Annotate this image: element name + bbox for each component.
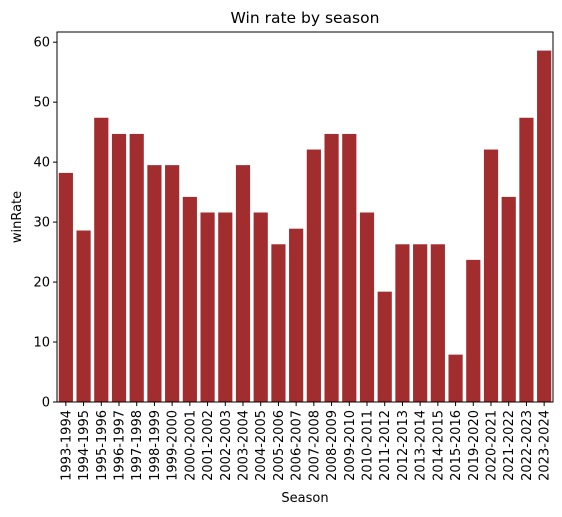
bar-2001-2002 (200, 212, 215, 402)
bar-2007-2008 (306, 149, 321, 402)
x-tick-label: 2020-2021 (485, 410, 500, 481)
x-tick-label: 1998-1999 (148, 410, 163, 481)
x-tick-label: 2013-2014 (414, 410, 429, 481)
y-axis: 0 10 20 30 40 50 60 (33, 36, 57, 411)
x-tick-label: 2022-2023 (520, 410, 535, 481)
x-tick-label: 2010-2011 (361, 410, 376, 481)
x-tick-label: 2014-2015 (431, 410, 446, 481)
bar-2000-2001 (182, 196, 197, 402)
bar-2011-2012 (377, 291, 392, 402)
y-tick-label: 40 (33, 156, 50, 171)
plot-frame (56, 31, 554, 403)
bar-2014-2015 (430, 244, 445, 402)
x-tick-label: 2011-2012 (378, 410, 393, 481)
bar-2010-2011 (359, 212, 375, 402)
bar-2009-2010 (342, 133, 357, 403)
x-tick-label: 2007-2008 (307, 410, 322, 481)
bar-1993-1994 (58, 172, 73, 402)
bar-2021-2022 (501, 196, 516, 402)
y-tick-label: 30 (33, 216, 50, 231)
x-axis: 1993-1994 1994-1995 1995-1996 1996-1997 1997… (59, 402, 553, 481)
bar-2004-2005 (253, 212, 268, 402)
bar-2019-2020 (466, 259, 481, 402)
x-tick-label: 1993-1994 (59, 410, 74, 481)
bar-2003-2004 (235, 165, 251, 402)
x-tick-label: 1997-1998 (130, 410, 145, 481)
x-tick-label: 2009-2010 (343, 410, 358, 481)
bar-2012-2013 (395, 244, 410, 402)
x-tick-label: 1999-2000 (166, 410, 181, 481)
y-tick-label: 60 (33, 36, 50, 51)
x-tick-label: 2021-2022 (502, 410, 517, 481)
plot-area (58, 50, 552, 403)
bar-1994-1995 (76, 230, 91, 402)
x-tick-label: 1995-1996 (95, 410, 110, 481)
bar-2020-2021 (483, 149, 499, 402)
y-tick-label: 0 (42, 396, 50, 411)
bar-1996-1997 (111, 133, 127, 403)
x-tick-label: 2001-2002 (201, 410, 216, 481)
x-tick-label: 2023-2024 (538, 410, 553, 481)
bar-2022-2023 (519, 117, 534, 402)
x-tick-label: 1994-1995 (77, 410, 92, 481)
bar-1997-1998 (129, 133, 144, 403)
x-tick-label: 2019-2020 (467, 410, 482, 481)
x-tick-label: 1996-1997 (113, 410, 128, 481)
bar-2015-2016 (448, 354, 463, 402)
bar-2008-2009 (324, 133, 339, 403)
x-tick-label: 2008-2009 (325, 410, 340, 481)
bar-1998-1999 (147, 165, 162, 402)
bar-2023-2024 (537, 50, 552, 402)
y-tick-label: 10 (33, 336, 50, 351)
x-tick-label: 2015-2016 (449, 410, 464, 481)
x-axis-label: Season (281, 491, 328, 506)
bar-1999-2000 (165, 165, 180, 402)
y-axis-label: winRate (10, 191, 25, 243)
x-tick-label: 2012-2013 (396, 410, 411, 481)
bar-1995-1996 (94, 117, 109, 402)
y-tick-label: 50 (33, 96, 50, 111)
x-tick-label: 2006-2007 (290, 410, 305, 481)
x-tick-label: 2004-2005 (254, 410, 269, 481)
y-tick-label: 20 (33, 276, 50, 291)
x-tick-label: 2003-2004 (237, 410, 252, 481)
x-tick-label: 2005-2006 (272, 410, 287, 481)
chart-title: Win rate by season (231, 9, 380, 27)
bar-2005-2006 (271, 244, 286, 402)
bar-2002-2003 (218, 212, 233, 402)
bar-2006-2007 (289, 228, 304, 402)
bar-2013-2014 (413, 244, 428, 402)
x-tick-label: 2000-2001 (183, 410, 198, 481)
x-tick-label: 2002-2003 (219, 410, 234, 481)
